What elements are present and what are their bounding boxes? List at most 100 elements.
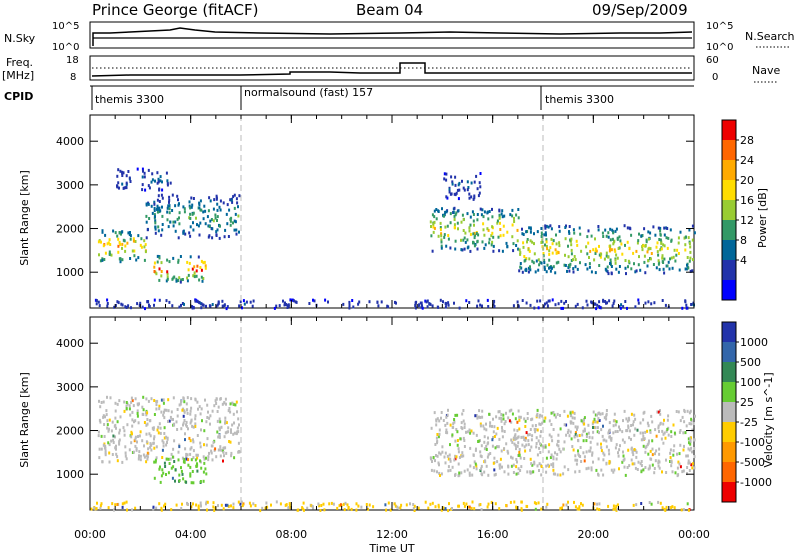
range-cell [153, 298, 156, 302]
range-cell [683, 236, 686, 240]
range-cell [487, 502, 490, 506]
range-cell [449, 212, 452, 216]
cpid-segment-2: normalsound (fast) 157 [244, 86, 373, 99]
range-cell [508, 409, 511, 413]
range-cell [139, 454, 142, 458]
range-cell [219, 199, 222, 203]
range-cell [658, 452, 661, 456]
range-cell [145, 432, 148, 436]
range-cell [138, 434, 141, 438]
range-cell [618, 448, 621, 452]
range-cell [558, 225, 561, 229]
range-cell [192, 211, 195, 215]
range-cell [526, 412, 529, 415]
range-cell [555, 233, 557, 237]
range-cell [525, 431, 528, 435]
range-cell [131, 424, 134, 428]
range-cell [536, 408, 539, 412]
range-cell [588, 435, 591, 439]
range-cell [580, 502, 582, 506]
range-cell [212, 501, 215, 505]
range-cell [472, 232, 475, 236]
range-cell [519, 415, 522, 419]
range-cell [159, 175, 162, 179]
range-cell [183, 459, 186, 463]
range-cell [571, 445, 574, 448]
range-cell [669, 448, 672, 452]
range-cell [226, 503, 229, 507]
range-cell [643, 410, 646, 414]
range-cell [454, 183, 457, 187]
range-cell [441, 207, 443, 211]
range-cell [483, 470, 486, 474]
range-cell [135, 258, 138, 262]
range-cell [134, 435, 137, 439]
range-cell [586, 252, 589, 256]
range-cell [152, 428, 155, 431]
range-cell [129, 180, 132, 183]
range-cell [573, 500, 575, 504]
range-cell [237, 417, 240, 421]
range-cell [466, 468, 469, 472]
range-cell [527, 439, 530, 443]
range-cell [132, 450, 135, 454]
range-cell [588, 256, 590, 259]
range-cell [236, 426, 239, 430]
cpid-segment-3: themis 3300 [545, 93, 614, 106]
range-cell [678, 430, 681, 434]
range-cell [165, 408, 168, 412]
range-cell [117, 168, 120, 172]
range-cell [605, 234, 608, 238]
range-cell [200, 302, 203, 306]
range-cell [116, 459, 119, 463]
range-cell [501, 465, 503, 469]
range-cell [496, 426, 499, 430]
range-cell [225, 212, 228, 216]
colorbar-swatch [722, 442, 736, 463]
range-cell [482, 228, 485, 232]
range-cell [117, 244, 120, 248]
range-cell [619, 428, 621, 432]
range-cell [447, 234, 450, 237]
range-cell [117, 181, 120, 185]
range-cell [239, 502, 242, 506]
range-cell [684, 243, 687, 247]
range-cell [308, 302, 311, 305]
range-cell [196, 469, 199, 473]
range-cell [284, 301, 286, 305]
range-cell [216, 303, 219, 307]
range-cell [127, 170, 130, 173]
range-cell [95, 302, 98, 306]
range-cell [451, 465, 454, 469]
range-cell [191, 267, 194, 271]
range-cell [548, 443, 551, 447]
range-cell [136, 302, 139, 306]
range-cell [188, 261, 191, 265]
range-cell [643, 254, 646, 258]
range-cell [278, 304, 281, 308]
range-cell [158, 267, 161, 271]
range-cell [98, 418, 101, 422]
range-cell [626, 226, 629, 230]
range-cell [591, 453, 594, 457]
range-cell [560, 306, 563, 310]
range-cell [181, 456, 184, 460]
range-cell [549, 265, 552, 269]
range-cell [517, 467, 520, 471]
range-cell [500, 449, 503, 453]
range-cell [590, 468, 593, 472]
colorbar-swatch [722, 240, 736, 261]
range-cell [576, 507, 579, 511]
range-cell [640, 460, 643, 463]
range-cell [479, 303, 482, 307]
range-cell [210, 449, 213, 453]
range-cell [619, 306, 622, 310]
range-cell [531, 424, 534, 428]
range-cell [202, 277, 205, 280]
x-tick-label: 20:00 [577, 528, 609, 541]
range-cell [582, 451, 585, 455]
range-cell [190, 419, 193, 423]
range-cell [129, 231, 131, 234]
cpid-label: CPID [4, 90, 33, 103]
range-cell [148, 186, 151, 190]
